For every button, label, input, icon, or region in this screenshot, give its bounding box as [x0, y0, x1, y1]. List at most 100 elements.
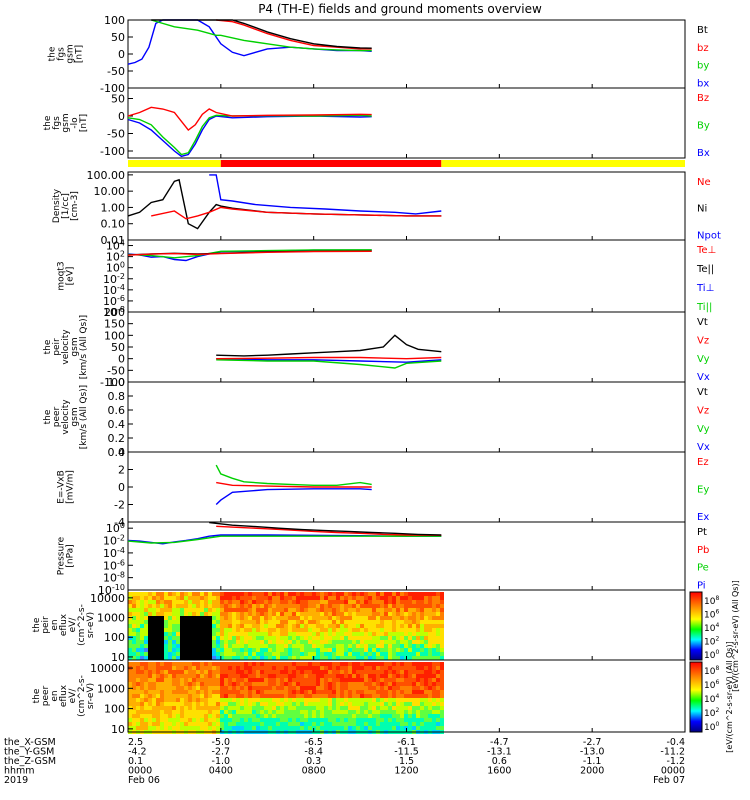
- y-tick-label: -50: [107, 65, 125, 78]
- y-tick-label: 10-4: [103, 283, 125, 297]
- x-axis-tick-value: -0.4: [666, 737, 685, 748]
- legend-entry: bz: [697, 43, 709, 54]
- y-axis-label: [nT]: [75, 45, 85, 63]
- y-tick-label: 0: [118, 481, 125, 494]
- y-axis-label: eflux: [59, 684, 69, 707]
- colorbar-tick-label: 106: [704, 609, 719, 621]
- series-line-Te: [127, 250, 372, 256]
- legend-entry: Bt: [697, 25, 708, 36]
- x-axis-tick-value: -6.5: [304, 737, 323, 748]
- y-tick-label: 0.10: [101, 218, 126, 231]
- colorbar-tick-label: 104: [704, 693, 719, 705]
- x-axis-tick-value: 0000: [661, 766, 685, 777]
- y-tick-label: 0.4: [108, 418, 126, 431]
- y-tick-label: 100: [104, 14, 125, 27]
- y-axis-label: peir: [52, 338, 62, 356]
- x-axis-tick-value: -11.2: [660, 747, 685, 758]
- series-line-Vy: [216, 359, 442, 369]
- series-line-Vz: [216, 356, 442, 360]
- x-axis-tick-value: 0400: [209, 766, 233, 777]
- x-axis-tick-value: -2.7: [583, 737, 602, 748]
- y-axis-label: (cm^2-s-: [77, 675, 87, 717]
- x-axis-tick-value: -4.2: [128, 747, 147, 758]
- y-tick-label: 50: [111, 93, 125, 106]
- y-tick-label: -100: [100, 145, 125, 158]
- y-tick-label: 104: [106, 239, 125, 253]
- vpeer-frame: [127, 381, 686, 453]
- y-tick-label: -50: [107, 364, 125, 377]
- y-tick-label: 50: [111, 341, 125, 354]
- y-tick-label: 50: [111, 31, 125, 44]
- bfgs_lo-frame: [127, 87, 686, 159]
- x-axis-row-label: 2019: [4, 775, 28, 786]
- y-tick-label: 100: [106, 261, 125, 275]
- series-line-Pe: [127, 535, 442, 544]
- series-line-Pt: [209, 521, 442, 536]
- y-axis-label: fgs: [57, 47, 67, 61]
- legend-entry: Vt: [697, 387, 708, 398]
- y-axis-label: gsm: [70, 407, 80, 426]
- y-axis-label: the: [32, 617, 42, 632]
- y-tick-label: 4: [118, 446, 125, 459]
- y-axis-label: eflux: [59, 613, 69, 636]
- legend-entry: Ne: [697, 177, 711, 188]
- y-tick-label: 10-10: [98, 583, 125, 597]
- y-axis-label: the: [43, 409, 53, 424]
- peer_spec-pixels: [128, 662, 444, 734]
- legend-entry: Npot: [697, 230, 721, 241]
- legend-entry: Ex: [697, 512, 709, 523]
- x-axis-row-label: the_X-GSM: [4, 737, 56, 748]
- y-tick-label: 1.0: [108, 376, 126, 389]
- y-tick-label: 100: [104, 703, 125, 716]
- series-line-bz: [216, 19, 372, 50]
- legend-entry: Ey: [697, 485, 709, 496]
- x-axis-tick-value: -8.4: [304, 747, 323, 758]
- y-axis-label: the: [48, 46, 58, 61]
- x-axis-tick-value: 1.5: [399, 756, 414, 767]
- legend-entry: By: [697, 121, 710, 132]
- series-line-Bx: [127, 115, 372, 158]
- series-line-Ex: [215, 488, 372, 506]
- y-axis-label: the: [32, 688, 42, 703]
- mode-bar-segment: [128, 160, 221, 167]
- y-tick-label: 10: [111, 723, 125, 736]
- colorbar-tick-label: 106: [704, 679, 719, 691]
- legend-entry: Pi: [697, 580, 706, 591]
- x-axis-tick-value: 1200: [394, 766, 418, 777]
- y-axis-label: gsm: [61, 113, 71, 132]
- y-tick-label: 102: [106, 250, 125, 264]
- y-tick-label: 100: [106, 521, 125, 535]
- x-axis-tick-value: -1.1: [583, 756, 602, 767]
- y-tick-label: 0.01: [101, 234, 126, 247]
- y-axis-label: moqt3: [57, 261, 67, 290]
- pressure-frame: [127, 521, 686, 591]
- y-axis-label: fgs: [52, 116, 62, 130]
- series-line-Vx: [216, 358, 442, 363]
- y-axis-label: [mV/m]: [66, 470, 76, 504]
- mode-bar-segment: [220, 160, 442, 167]
- y-tick-label: 200: [104, 306, 125, 319]
- legend-entry: Vz: [697, 335, 709, 346]
- x-axis-tick-value: -4.7: [490, 737, 509, 748]
- x-axis-tick-value: -13.1: [487, 747, 512, 758]
- y-axis-label: [km/s (All Qs)]: [79, 385, 89, 449]
- y-tick-label: 0: [118, 48, 125, 61]
- legend-entry: Vy: [697, 354, 710, 365]
- legend-entry: by: [697, 61, 709, 72]
- x-axis-tick-value: -2.7: [212, 747, 231, 758]
- y-tick-label: 0.0: [108, 446, 126, 459]
- y-axis-label: eV/: [68, 617, 78, 633]
- y-tick-label: 100: [104, 329, 125, 342]
- y-tick-label: 10-6: [103, 558, 125, 572]
- x-axis-tick-value: 0000: [128, 766, 152, 777]
- y-axis-label: Density: [52, 188, 62, 223]
- x-axis-tick-value: 2000: [580, 766, 604, 777]
- y-tick-label: 10: [111, 651, 125, 664]
- y-axis-label: the: [43, 339, 53, 354]
- x-axis-tick-value: 2.5: [128, 737, 143, 748]
- colorbar-tick-label: 108: [704, 665, 719, 677]
- y-axis-label: en: [50, 690, 60, 701]
- y-axis-label: [cm-3]: [70, 191, 80, 221]
- y-tick-label: -2: [114, 499, 125, 512]
- y-tick-label: 100: [104, 631, 125, 644]
